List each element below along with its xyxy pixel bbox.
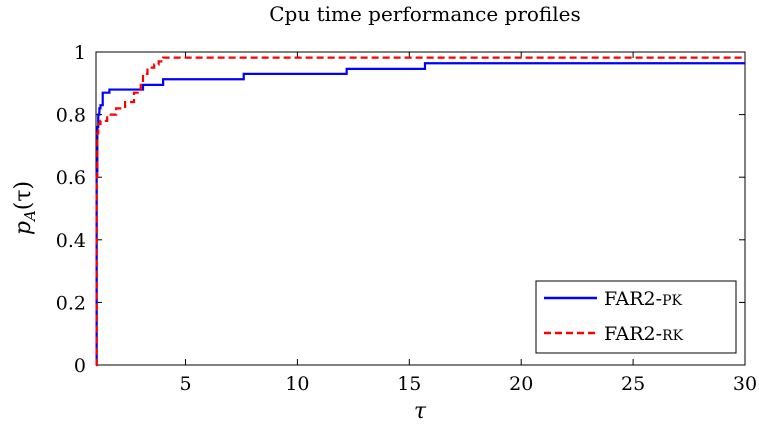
y-axis-label: pA(τ) xyxy=(11,181,39,235)
y-tick-label: 0.6 xyxy=(56,167,86,189)
x-tick-label: 15 xyxy=(397,373,421,395)
legend-entry-rk: FAR2-RK xyxy=(604,323,684,345)
legend-entry-pk: FAR2-PK xyxy=(604,288,682,310)
series-layer xyxy=(95,56,745,367)
x-axis-ticks: 5 10 15 20 25 30 xyxy=(179,52,757,395)
y-axis-ticks: 0 0.2 0.4 0.6 0.8 1 xyxy=(56,42,745,377)
y-tick-label: 0 xyxy=(74,355,86,377)
y-tick-label: 0.8 xyxy=(56,105,86,127)
x-tick-label: 30 xyxy=(733,373,757,395)
series-line-rk xyxy=(95,56,745,367)
x-tick-label: 10 xyxy=(285,373,309,395)
y-tick-label: 0.2 xyxy=(56,292,86,314)
y-axis-label-tail: (τ) xyxy=(11,181,36,210)
x-tick-label: 20 xyxy=(509,373,533,395)
x-axis-label: τ xyxy=(414,399,427,424)
legend-box xyxy=(535,280,737,354)
x-tick-label: 25 xyxy=(621,373,645,395)
chart-title: Cpu time performance profiles xyxy=(269,2,581,26)
y-tick-label: 0.4 xyxy=(56,230,86,252)
legend-entry-pk-tail: PK xyxy=(662,293,682,309)
legend: FAR2-PK FAR2-RK xyxy=(535,280,737,354)
legend-entry-pk-main: FAR2- xyxy=(604,288,662,310)
x-tick-label: 5 xyxy=(179,373,191,395)
y-axis-label-sub: A xyxy=(21,210,39,223)
y-tick-label: 1 xyxy=(74,42,86,64)
legend-entry-rk-tail: RK xyxy=(662,328,684,344)
series-line-pk xyxy=(95,62,745,367)
y-axis-label-main: p xyxy=(11,221,36,235)
legend-entry-rk-main: FAR2- xyxy=(604,323,662,345)
